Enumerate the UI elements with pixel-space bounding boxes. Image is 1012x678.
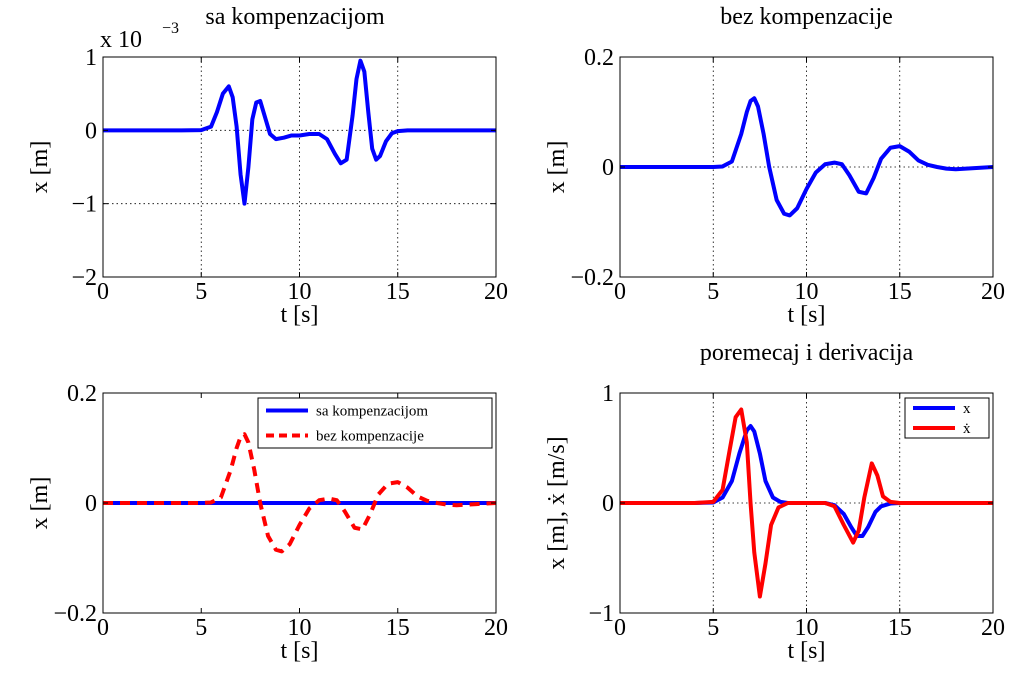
y-tick-label: 0	[85, 491, 97, 517]
y-tick-label: 0	[602, 491, 614, 517]
y-tick-label: 0.2	[67, 381, 97, 407]
y-axis-label: x [m]	[27, 477, 53, 530]
series-line-2	[620, 407, 993, 599]
x-tick-label: 5	[195, 615, 207, 641]
x-tick-label: 0	[614, 279, 626, 305]
y-tick-label: 0	[602, 155, 614, 181]
y-tick-label: 1	[85, 45, 97, 71]
x-tick-label: 20	[981, 279, 1005, 305]
subplot-1: 0 5 10 15 20 −2 −1 0 1 t [s] x [m] sa kompenzacijom…	[27, 4, 508, 328]
x-tick-label: 20	[981, 615, 1005, 641]
x-tick-label: 0	[97, 615, 109, 641]
series-line-2	[103, 432, 496, 554]
x-axis-label: t [s]	[281, 638, 319, 664]
x-tick-label: 20	[484, 279, 508, 305]
legend-label: x	[963, 401, 971, 417]
x-tick-label: 10	[795, 615, 819, 641]
x-tick-label: 15	[888, 279, 912, 305]
x-tick-label: 0	[614, 615, 626, 641]
legend: sa kompenzacijom bez kompenzacije	[257, 397, 493, 449]
x-tick-label: 10	[288, 615, 312, 641]
subplot-2: 0 5 10 15 20−0.200.2t [s]x [m]bez kompenzaci…	[544, 4, 1005, 328]
x-tick-label: 15	[888, 615, 912, 641]
y-exponent-label: x 10	[100, 27, 142, 53]
chart-title: bez kompenzacije	[720, 4, 893, 30]
chart-title: sa kompenzacijom	[205, 4, 385, 30]
series-line-1	[620, 96, 993, 218]
legend-label: sa kompenzacijom	[316, 404, 428, 420]
series-line-1	[103, 58, 496, 206]
subplot-3: 0 5 10 15 20−0.200.2t [s]x [m]sa kompenzacij…	[27, 381, 508, 664]
y-tick-label: −1	[71, 192, 97, 218]
y-tick-label: −1	[588, 601, 614, 627]
legend: xẋ	[904, 397, 990, 439]
x-tick-label: 10	[288, 279, 312, 305]
x-axis-label: t [s]	[788, 638, 826, 664]
y-axis-label: x [m]	[27, 141, 53, 194]
y-tick-label: −2	[71, 265, 97, 291]
y-exponent-power: −3	[162, 20, 179, 37]
x-tick-label: 5	[195, 279, 207, 305]
x-axis-label: t [s]	[788, 302, 826, 328]
x-tick-label: 15	[386, 279, 410, 305]
x-tick-label: 20	[484, 615, 508, 641]
x-tick-label: 10	[795, 279, 819, 305]
y-tick-label: 0.2	[584, 45, 614, 71]
x-tick-label: 0	[97, 279, 109, 305]
y-tick-label: −0.2	[570, 265, 614, 291]
chart-title: poremecaj i derivacija	[700, 340, 914, 366]
legend-box	[904, 397, 990, 439]
x-axis-label: t [s]	[281, 302, 319, 328]
x-tick-label: 15	[386, 615, 410, 641]
y-axis-label: x [m]	[544, 141, 570, 194]
y-tick-label: −0.2	[53, 601, 97, 627]
y-tick-label: 0	[85, 118, 97, 144]
legend-box	[257, 397, 493, 449]
y-tick-label: 1	[602, 381, 614, 407]
x-tick-label: 5	[707, 279, 719, 305]
y-axis-label: x [m], ẋ [m/s]	[544, 436, 570, 569]
x-tick-label: 5	[707, 615, 719, 641]
legend-label: bez kompenzacije	[316, 429, 424, 445]
legend-label: ẋ	[963, 421, 971, 437]
